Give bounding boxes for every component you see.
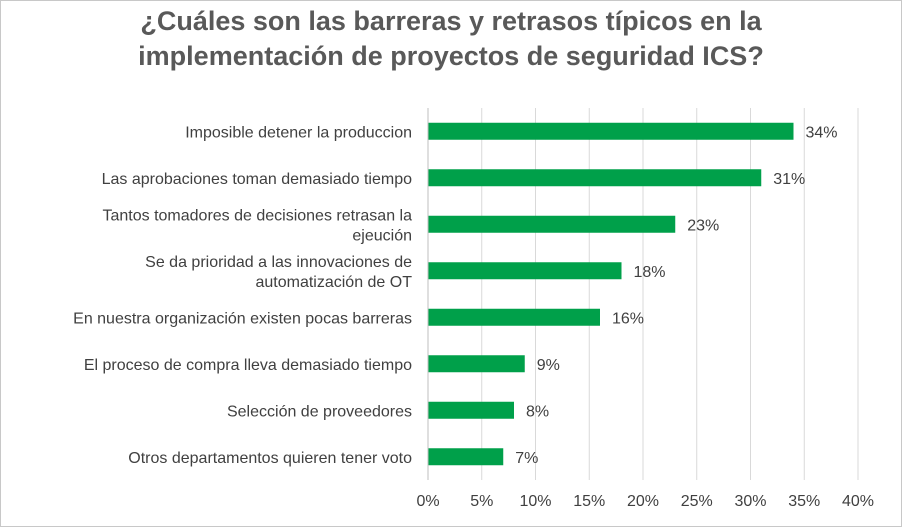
category-label: Otros departamentos quieren tener voto	[128, 450, 412, 467]
bar	[428, 308, 600, 326]
x-tick-label: 0%	[416, 493, 439, 510]
x-tick-label: 15%	[573, 493, 605, 510]
data-label: 34%	[806, 124, 838, 141]
category-label: automatización de OT	[255, 274, 412, 291]
category-label: Tantos tomadores de decisiones retrasan …	[102, 207, 412, 224]
data-label: 7%	[515, 450, 538, 467]
x-tick-label: 40%	[842, 493, 874, 510]
category-label: Las aprobaciones toman demasiado tiempo	[102, 171, 413, 188]
category-label: ejeución	[352, 227, 412, 244]
data-label: 8%	[526, 403, 549, 420]
data-label: 9%	[537, 357, 560, 374]
chart-title-line-1: ¿Cuáles son las barreras y retrasos típi…	[140, 6, 762, 36]
bar	[428, 355, 525, 373]
category-label: El proceso de compra lleva demasiado tie…	[84, 357, 412, 374]
chart-title-line-2: implementación de proyectos de seguridad…	[138, 41, 764, 71]
bar	[428, 215, 676, 233]
x-tick-label: 25%	[681, 493, 713, 510]
data-label: 31%	[773, 171, 805, 188]
x-tick-label: 20%	[627, 493, 659, 510]
bar	[428, 169, 762, 187]
x-tick-label: 5%	[470, 493, 493, 510]
x-tick-label: 30%	[734, 493, 766, 510]
data-label: 18%	[634, 264, 666, 281]
bar	[428, 401, 514, 419]
bar	[428, 448, 504, 466]
x-tick-label: 35%	[788, 493, 820, 510]
chart-title: ¿Cuáles son las barreras y retrasos típi…	[0, 4, 902, 74]
category-label: En nuestra organización existen pocas ba…	[73, 310, 412, 327]
category-label: Se da prioridad a las innovaciones de	[145, 254, 412, 271]
category-label: Selección de proveedores	[227, 403, 412, 420]
data-label: 16%	[612, 310, 644, 327]
bar	[428, 122, 794, 140]
bar	[428, 262, 622, 280]
data-label: 23%	[687, 217, 719, 234]
category-label: Imposible detener la produccion	[185, 124, 412, 141]
x-tick-label: 10%	[519, 493, 551, 510]
